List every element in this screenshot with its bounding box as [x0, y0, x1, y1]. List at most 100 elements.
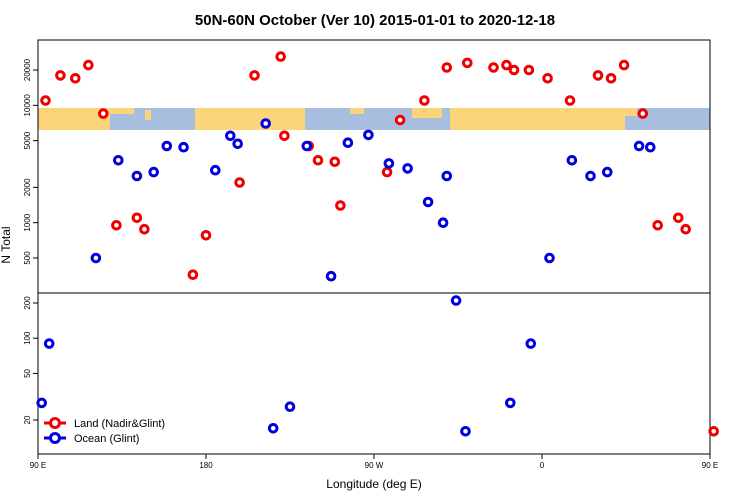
land-point [249, 70, 260, 81]
land-point [605, 73, 617, 84]
ocean-point [148, 166, 159, 178]
data-points [36, 51, 720, 437]
map-land-russia [38, 108, 110, 130]
land-point [637, 108, 649, 119]
ocean-point [301, 140, 313, 152]
land-point [419, 95, 430, 106]
x-tick-label: 90 E [30, 461, 46, 470]
ocean-point [402, 163, 413, 174]
y-tick-label: 20000 [23, 58, 32, 81]
land-point [40, 95, 51, 106]
y-tick-label: 5000 [23, 131, 32, 149]
map-water-hudson [305, 120, 353, 130]
land-point [275, 51, 287, 62]
land-point [680, 223, 692, 235]
ocean-point [437, 217, 449, 228]
ocean-point [422, 196, 434, 208]
y-axis: 20 50 100 200 500 1000 2000 5000 10000 20000 [23, 58, 38, 424]
ocean-point [441, 170, 453, 182]
ocean-point [602, 166, 613, 178]
ocean-point [383, 158, 395, 169]
y-tick-label: 200 [23, 296, 32, 310]
ocean-point [325, 270, 337, 282]
land-point [187, 269, 199, 281]
land-point [200, 230, 212, 241]
x-tick-label: 90 W [365, 461, 384, 470]
ocean-point [342, 137, 354, 148]
ocean-point [450, 295, 462, 306]
ocean-point [284, 401, 296, 413]
land-point [462, 57, 473, 69]
land-point [139, 223, 150, 235]
land-point [508, 64, 520, 76]
y-tick-label: 20 [23, 415, 32, 424]
world-map-band [38, 108, 710, 130]
y-tick-label: 50 [23, 368, 32, 377]
land-point [131, 212, 143, 224]
x-axis-label: Longitude (deg E) [326, 477, 421, 491]
land-point [488, 62, 499, 73]
ocean-point [585, 170, 596, 182]
y-tick-label: 1000 [23, 213, 32, 231]
land-point [329, 156, 341, 168]
y-tick-label: 100 [23, 331, 32, 345]
ocean-point [210, 164, 221, 176]
land-point [335, 200, 346, 211]
ocean-point [460, 426, 471, 437]
legend: Land (Nadir&Glint) Ocean (Glint) [44, 417, 165, 445]
land-point [55, 70, 66, 81]
land-point [708, 426, 720, 437]
ocean-point [161, 140, 173, 152]
ocean-point [36, 397, 48, 409]
map-land-kamchatka [110, 108, 134, 114]
ocean-point [232, 138, 243, 150]
map-land-labrador [350, 108, 364, 114]
land-point [501, 59, 512, 71]
y-axis-label: N Total [0, 226, 13, 263]
legend-ocean-label: Ocean (Glint) [74, 433, 139, 445]
land-point [542, 73, 553, 84]
map-land-east-asia [625, 108, 637, 116]
ocean-point [43, 338, 55, 349]
map-land-scandinavia [412, 108, 442, 118]
legend-ocean-marker [49, 432, 61, 444]
x-tick-label: 0 [540, 461, 545, 470]
legend-land-label: Land (Nadir&Glint) [74, 418, 165, 430]
ocean-point [260, 118, 272, 129]
legend-land-marker [49, 417, 61, 429]
land-point [70, 73, 81, 84]
ocean-point [90, 252, 102, 264]
ocean-point [131, 170, 143, 182]
map-land-island [145, 110, 151, 120]
ocean-point [633, 140, 645, 152]
chart-title: 50N-60N October (Ver 10) 2015-01-01 to 2… [195, 12, 555, 29]
x-tick-label: 180 [199, 461, 213, 470]
x-tick-label: 90 E [702, 461, 718, 470]
ocean-point [178, 141, 189, 153]
ocean-point [363, 129, 374, 141]
y-tick-label: 2000 [23, 178, 32, 196]
map-land-eurasia [450, 108, 625, 130]
ocean-point [267, 423, 279, 434]
land-point [111, 220, 122, 231]
land-point [381, 166, 393, 178]
land-point [673, 212, 684, 224]
land-point [564, 95, 576, 106]
ocean-point [645, 141, 656, 153]
land-point [618, 59, 630, 71]
y-tick-label: 10000 [23, 94, 32, 117]
ocean-point [566, 155, 578, 166]
y-tick-label: 500 [23, 251, 32, 265]
land-point [652, 220, 664, 231]
ocean-point [113, 155, 124, 166]
land-point [441, 62, 453, 73]
ocean-point [225, 130, 236, 142]
land-point [98, 108, 109, 119]
land-point [394, 114, 406, 126]
ocean-point [525, 338, 537, 349]
map-land-north-america [195, 108, 305, 130]
land-point [234, 177, 245, 188]
land-point [83, 59, 94, 71]
